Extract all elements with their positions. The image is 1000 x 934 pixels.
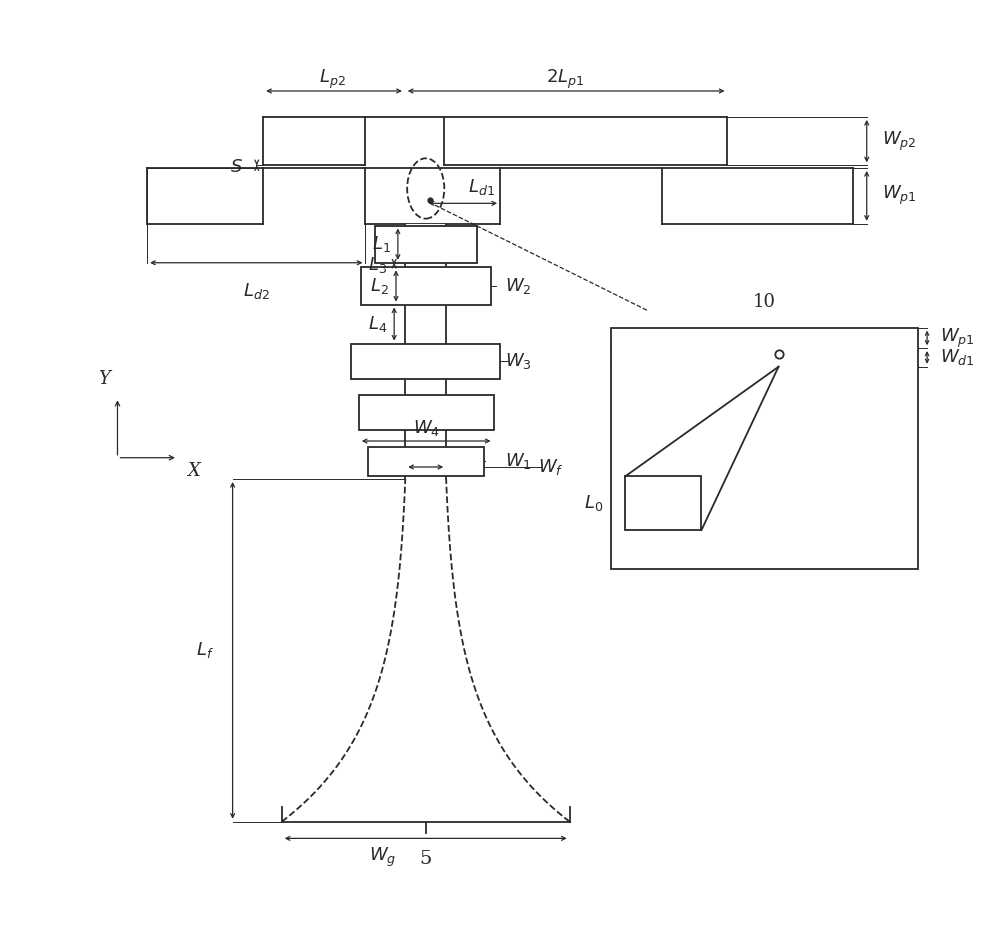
- Text: $L_{d2}$: $L_{d2}$: [243, 280, 270, 301]
- Bar: [368, 446, 484, 476]
- Text: $L_2$: $L_2$: [370, 276, 389, 296]
- Text: Y: Y: [98, 370, 109, 389]
- Text: $W_{d1}$: $W_{d1}$: [940, 347, 975, 367]
- Bar: [359, 394, 494, 430]
- Polygon shape: [368, 446, 484, 476]
- Polygon shape: [359, 394, 494, 430]
- Text: $W_{p2}$: $W_{p2}$: [882, 130, 917, 153]
- Text: X: X: [187, 462, 200, 480]
- Bar: [351, 344, 500, 379]
- Text: $L_f$: $L_f$: [196, 641, 214, 660]
- Text: $L_1$: $L_1$: [372, 234, 391, 254]
- Text: $L_{p2}$: $L_{p2}$: [319, 67, 346, 91]
- Text: $L_0$: $L_0$: [584, 493, 603, 513]
- Text: $W_3$: $W_3$: [505, 351, 532, 371]
- Text: $W_{p1}$: $W_{p1}$: [940, 326, 975, 349]
- Text: $W_f$: $W_f$: [538, 457, 564, 477]
- Polygon shape: [625, 476, 701, 531]
- Bar: [375, 226, 477, 262]
- Text: 10: 10: [753, 293, 776, 311]
- Polygon shape: [375, 226, 477, 262]
- Text: $W_g$: $W_g$: [369, 845, 396, 869]
- Text: $W_{p1}$: $W_{p1}$: [882, 184, 917, 207]
- Bar: [361, 267, 491, 304]
- Text: $W_2$: $W_2$: [505, 276, 532, 296]
- Text: $L_{d1}$: $L_{d1}$: [468, 177, 495, 197]
- Text: $L_4$: $L_4$: [368, 314, 387, 334]
- Text: $2L_{p1}$: $2L_{p1}$: [546, 67, 584, 91]
- Text: $W_1$: $W_1$: [505, 451, 532, 472]
- Polygon shape: [405, 224, 446, 479]
- Text: $W_f$: $W_f$: [725, 546, 751, 566]
- Bar: [625, 476, 701, 531]
- Polygon shape: [263, 117, 727, 165]
- Polygon shape: [147, 168, 853, 224]
- Bar: [611, 328, 918, 569]
- Text: $S$: $S$: [230, 158, 243, 176]
- Text: $L_3$: $L_3$: [368, 255, 387, 276]
- Polygon shape: [351, 344, 500, 379]
- Text: 5: 5: [420, 850, 432, 868]
- Text: $W_4$: $W_4$: [413, 418, 440, 438]
- Polygon shape: [611, 328, 918, 569]
- Polygon shape: [361, 267, 491, 304]
